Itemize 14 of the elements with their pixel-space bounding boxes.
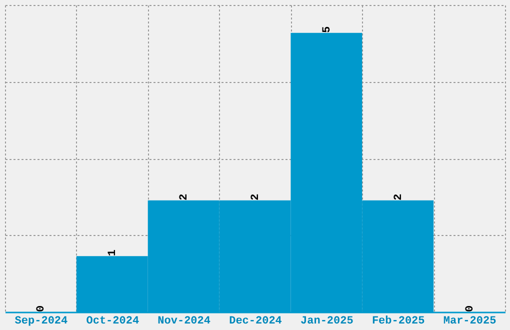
data-label: 0 [464, 305, 476, 312]
data-label: 2 [392, 194, 405, 200]
x-tick-label: Sep-2024 [14, 316, 68, 328]
x-tick-label: Dec-2024 [229, 316, 282, 328]
data-label: 2 [250, 194, 262, 200]
data-label: 0 [36, 305, 48, 312]
x-tick-label: Jan-2025 [300, 316, 354, 328]
x-tick-label: Feb-2025 [372, 316, 426, 328]
data-label: 5 [321, 26, 334, 33]
x-tick-label: Mar-2025 [443, 316, 497, 328]
x-tick-label: Nov-2024 [158, 316, 211, 328]
data-label: 2 [178, 194, 191, 200]
data-label: 1 [107, 249, 120, 256]
x-tick-label: Oct-2024 [86, 316, 140, 328]
